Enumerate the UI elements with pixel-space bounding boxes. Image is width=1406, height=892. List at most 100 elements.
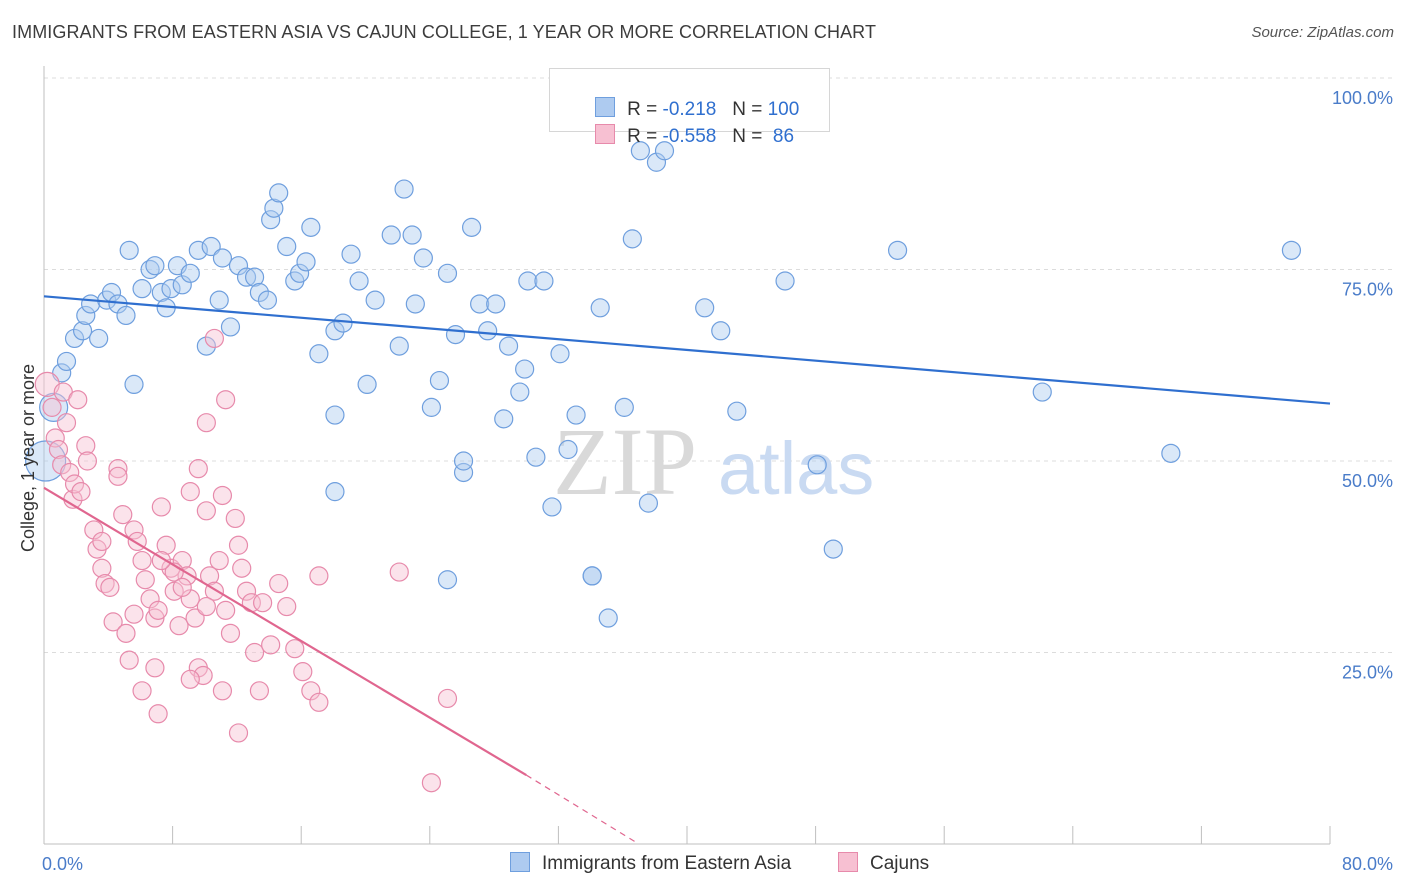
y-tick-label: 75.0% [1342,280,1393,300]
point-eastern-asia [498,336,519,356]
point-cajun [151,497,171,517]
point-cajun [309,566,329,586]
point-cajun [188,459,208,479]
point-cajun [42,397,62,417]
point-eastern-asia [257,290,278,310]
point-cajun [156,535,176,555]
point-cajun [209,550,229,571]
point-cajun [132,681,152,701]
point-eastern-asia [654,141,675,161]
point-eastern-asia [209,290,229,310]
point-eastern-asia [622,229,642,249]
point-eastern-asia [394,179,414,199]
y-tick-labels: 100.0% 75.0% 50.0% 25.0% [1332,88,1393,683]
point-cajun [148,704,168,724]
point-eastern-asia [526,447,546,467]
point-cajun [71,482,91,502]
legend-n-value: 86 [767,126,795,147]
point-eastern-asia [145,256,165,276]
point-cajun [124,520,144,540]
series-eastern-asia [25,141,1302,628]
legend-n-value: 100 [767,99,800,120]
legend-r-label: R = [627,126,663,147]
axes [43,66,1331,845]
bottom-legend-cajuns: Cajuns [838,852,929,875]
point-eastern-asia [269,183,289,203]
point-eastern-asia [566,405,586,425]
point-cajun [45,428,65,448]
point-cajun [48,439,69,460]
point-cajun [84,520,104,540]
point-cajun [212,681,233,701]
point-cajun [185,608,205,628]
point-eastern-asia [333,313,353,333]
point-cajun [225,508,245,529]
point-eastern-asia [550,344,570,364]
point-cajun [228,723,249,743]
point-eastern-asia [630,141,650,161]
point-cajun [180,669,200,689]
point-cajun [293,662,313,682]
point-eastern-asia [365,290,385,310]
point-eastern-asia [196,336,216,356]
point-eastern-asia [823,539,843,559]
point-eastern-asia [534,271,554,291]
point-cajun [216,390,236,410]
point-eastern-asia [494,409,514,429]
point-eastern-asia [132,279,152,299]
point-eastern-asia [402,225,422,245]
point-cajun [60,462,80,483]
y-tick-label: 50.0% [1342,471,1393,491]
chart-title: IMMIGRANTS FROM EASTERN ASIA VS CAJUN CO… [12,22,877,42]
watermark-atlas: atlas [718,427,874,510]
point-cajun [261,635,281,655]
point-cajun [172,577,192,597]
point-cajun [277,596,297,617]
point-eastern-asia [1032,382,1052,402]
point-eastern-asia [437,570,458,590]
legend-row-eastern-asia: R = -0.218 N = 100 [574,75,799,120]
point-cajun [108,466,128,486]
y-tick-label: 100.0% [1332,88,1393,108]
point-cajun [103,612,123,632]
point-eastern-asia [558,439,578,460]
trend-line-cajuns-extension [525,774,640,845]
point-cajun [180,589,200,609]
point-eastern-asia [180,263,200,283]
point-eastern-asia [296,252,316,272]
bottom-legend-swatch-pink [838,852,858,872]
point-eastern-asia [289,263,310,283]
point-eastern-asia [64,328,85,349]
point-cajun [132,550,152,571]
point-cajun [68,390,88,410]
point-eastern-asia [228,256,249,276]
point-eastern-asia [261,210,281,230]
point-cajun [135,570,155,590]
point-eastern-asia [405,294,425,314]
point-eastern-asia [470,294,490,314]
point-eastern-asia [590,298,610,318]
x-tick-labels: 0.0% 80.0% [42,854,1393,874]
point-cajun [437,688,458,709]
point-cajun [228,535,249,555]
point-eastern-asia [201,236,221,257]
point-eastern-asia [325,321,345,341]
y-axis-label: College, 1 year or more [18,364,38,552]
point-cajun [199,566,220,586]
point-cajun [212,485,233,506]
point-cajun [77,451,98,471]
point-cajun [204,328,224,349]
point-cajun [216,600,236,620]
point-cajun [421,773,442,793]
legend-swatch-blue [595,97,616,117]
point-eastern-asia [614,397,634,417]
point-eastern-asia [72,321,93,341]
point-cajun [180,482,200,502]
point-cajun [148,600,168,620]
legend-r-label: R = [627,99,663,120]
point-eastern-asia [582,566,602,586]
point-cajun [108,459,128,479]
trend-line-cajuns [43,486,527,777]
point-eastern-asia [249,282,270,303]
